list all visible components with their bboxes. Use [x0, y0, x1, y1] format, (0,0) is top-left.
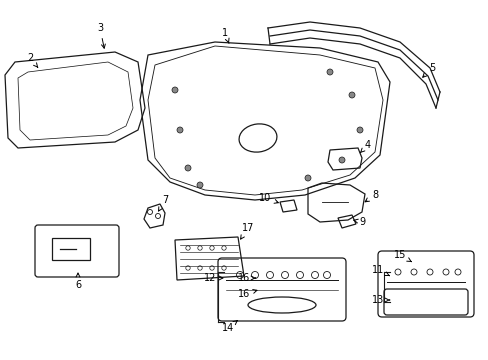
Text: 15: 15 [393, 250, 410, 262]
Circle shape [305, 175, 310, 181]
Text: 4: 4 [360, 140, 370, 153]
Text: 5: 5 [422, 63, 434, 77]
Circle shape [172, 87, 178, 93]
Circle shape [356, 127, 362, 133]
Circle shape [184, 165, 191, 171]
Text: 3: 3 [97, 23, 105, 48]
Text: 13: 13 [371, 295, 389, 305]
Text: 16: 16 [237, 273, 255, 283]
Circle shape [326, 69, 332, 75]
Text: 14: 14 [222, 321, 237, 333]
Text: 9: 9 [353, 217, 365, 227]
Text: 7: 7 [158, 195, 168, 211]
Text: 17: 17 [240, 223, 254, 239]
Text: 1: 1 [222, 28, 228, 43]
Circle shape [348, 92, 354, 98]
Circle shape [197, 182, 203, 188]
Text: 16: 16 [237, 289, 256, 299]
Circle shape [338, 157, 345, 163]
Text: 10: 10 [258, 193, 278, 203]
Text: 8: 8 [365, 190, 377, 202]
Text: 2: 2 [27, 53, 38, 67]
Circle shape [177, 127, 183, 133]
Bar [52, 238, 90, 260]
Text: 12: 12 [203, 273, 223, 283]
Text: 6: 6 [75, 273, 81, 290]
Text: 11: 11 [371, 265, 388, 276]
